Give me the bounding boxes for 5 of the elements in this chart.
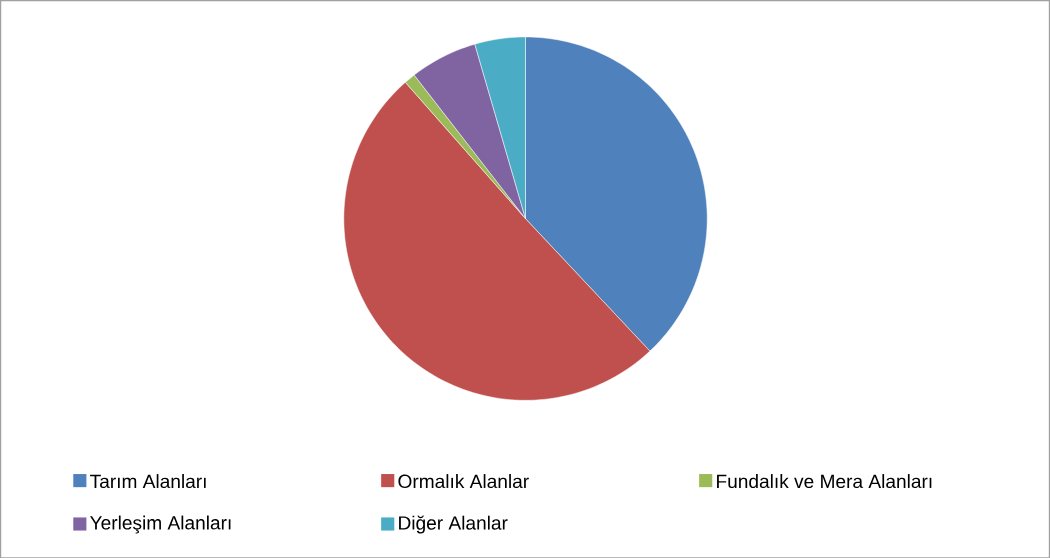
legend-label: Yerleşim Alanları bbox=[90, 515, 231, 534]
legend-label: Ormalık Alanlar bbox=[398, 473, 529, 488]
legend-label: Fundalık ve Mera Alanları bbox=[717, 473, 932, 488]
legend-label: Diğer Alanlar bbox=[399, 515, 508, 534]
legend-label: Tarım Alanları bbox=[90, 473, 206, 488]
